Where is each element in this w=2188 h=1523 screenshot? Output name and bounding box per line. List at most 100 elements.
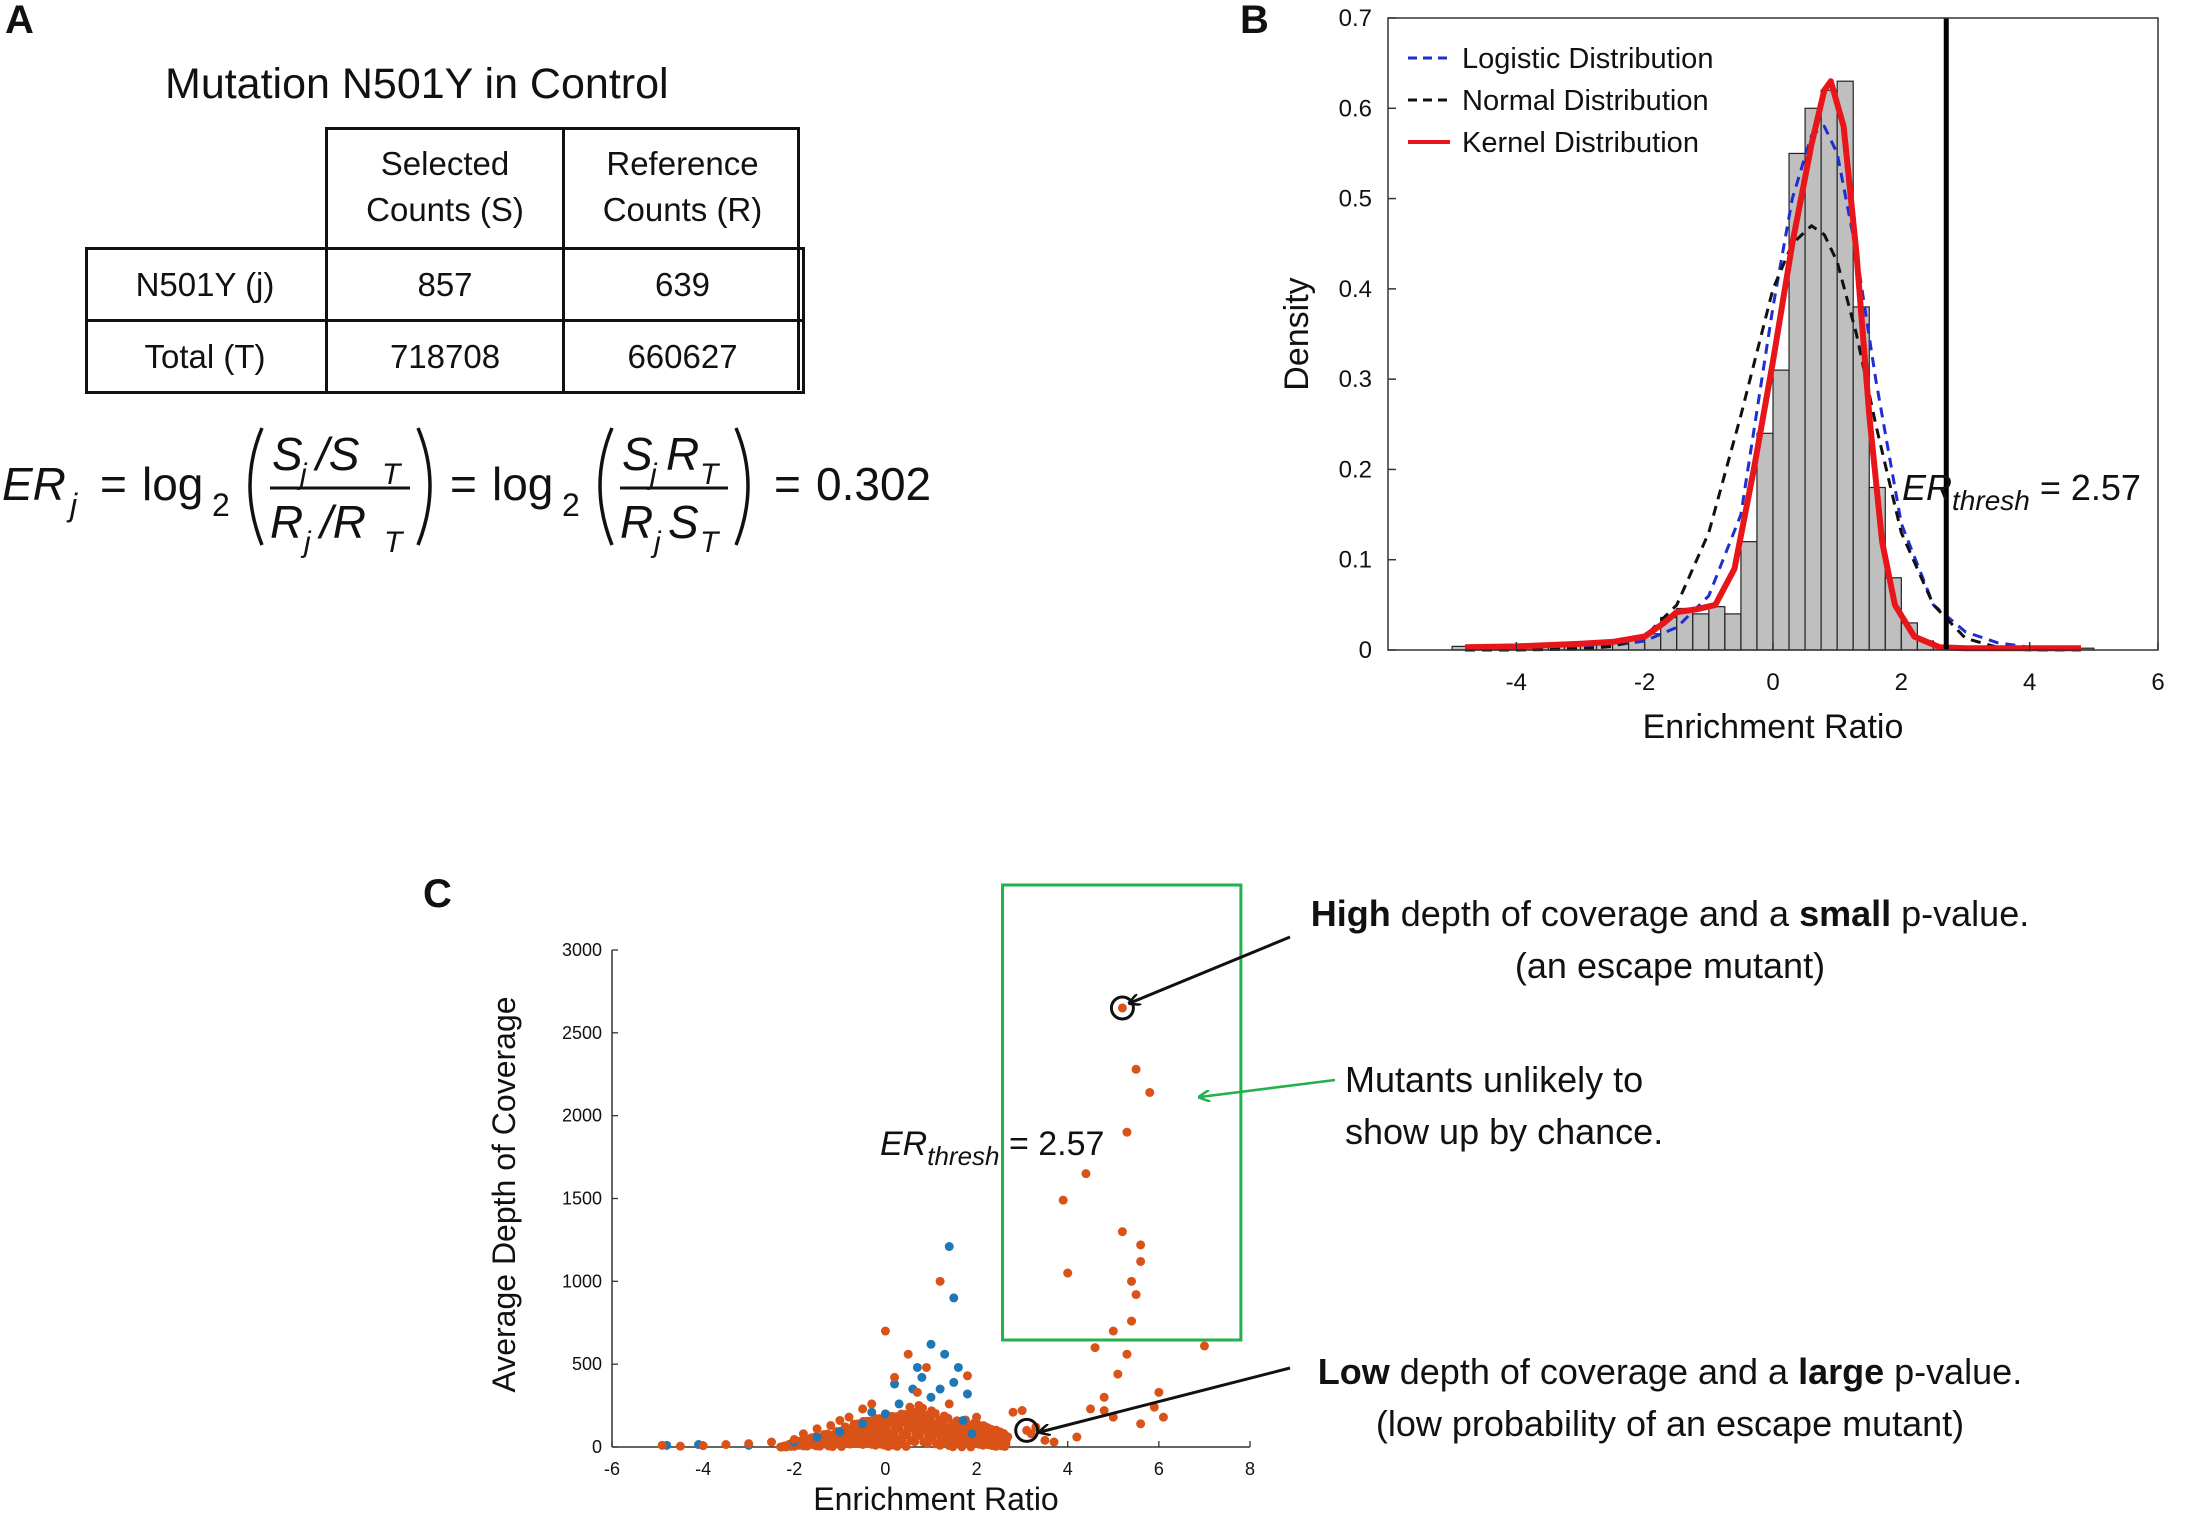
scatter-point-orange: [1040, 1435, 1050, 1445]
x-tick-label-c: 0: [880, 1459, 890, 1479]
y-tick-label-b: 0.1: [1339, 547, 1372, 574]
scatter-point-orange: [935, 1276, 945, 1286]
scatter-point-blue: [917, 1372, 927, 1382]
y-tick-label-c: 1000: [562, 1271, 602, 1291]
scatter-point: [888, 1440, 898, 1450]
scatter-point-orange: [880, 1326, 890, 1336]
density-curve-kernel: [1464, 78, 2081, 652]
scatter-point-blue: [967, 1429, 977, 1439]
scatter-point-orange: [835, 1415, 845, 1425]
y-axis-title-b: Density: [1278, 277, 1316, 390]
scatter-point-orange: [1099, 1406, 1109, 1416]
y-tick-label-c: 500: [572, 1354, 602, 1374]
scatter-point-blue: [953, 1362, 963, 1372]
low-coverage-note: Low depth of coverage and a large p-valu…: [1280, 1346, 2060, 1450]
x-tick-label-c: 6: [1154, 1459, 1164, 1479]
panel-b-label: B: [1240, 0, 1269, 42]
scatter-point-orange: [789, 1435, 799, 1445]
low-note-text2: p-value.: [1884, 1351, 2023, 1392]
cell-total-selected: 718708: [389, 337, 501, 375]
scatter-point-blue: [935, 1384, 945, 1394]
scatter-point-orange: [1127, 1276, 1137, 1286]
scatter-point-orange: [1158, 1412, 1168, 1422]
arrow-low: [1040, 1366, 1291, 1432]
x-tick-label-c: 2: [972, 1459, 982, 1479]
scatter-point-orange: [826, 1420, 836, 1430]
scatter-point-blue: [958, 1415, 968, 1425]
x-tick-label-c: -6: [604, 1459, 620, 1479]
scatter-point-orange: [767, 1437, 776, 1447]
x-tick-label-b: 6: [2151, 669, 2164, 696]
scatter-point-orange: [912, 1387, 922, 1397]
scatter-point-blue: [894, 1399, 904, 1409]
high-note-text2: p-value.: [1891, 893, 2030, 934]
scatter-point: [904, 1414, 914, 1424]
scatter-point: [903, 1422, 913, 1432]
legend-label: Logistic Distribution: [1462, 43, 1713, 75]
low-note-text1: depth of coverage and a: [1389, 1351, 1799, 1392]
svg-text:/S: /S: [313, 428, 360, 480]
svg-text:ER: ER: [2, 458, 66, 510]
scatter-point-orange: [1136, 1240, 1146, 1250]
scatter-point-orange: [1008, 1407, 1018, 1417]
legend-label: Normal Distribution: [1462, 85, 1709, 117]
svg-text:T: T: [700, 526, 721, 559]
row-label-n501y: N501Y (j): [135, 265, 275, 303]
y-tick-label-c: 0: [592, 1437, 602, 1457]
svg-text:S: S: [668, 496, 699, 548]
scatter-point: [863, 1438, 873, 1448]
scatter-point-orange: [698, 1441, 708, 1451]
arrow-mid: [1200, 1078, 1336, 1097]
scatter-point-orange: [1122, 1127, 1132, 1137]
y-tick-label-b: 0.6: [1339, 95, 1372, 122]
svg-text:T: T: [700, 458, 721, 491]
column-header-selected: Selected Counts (S): [366, 145, 524, 228]
svg-text:log: log: [492, 458, 553, 510]
x-tick-label-b: 4: [2023, 669, 2036, 696]
y-tick-label-b: 0.7: [1339, 5, 1372, 32]
svg-text:S: S: [272, 428, 303, 480]
x-tick-label-b: 2: [1895, 669, 1908, 696]
scatter-point-orange: [1081, 1169, 1091, 1179]
scatter-point-blue: [890, 1379, 900, 1389]
scatter-point-orange: [903, 1349, 913, 1359]
mid-note: Mutants unlikely to show up by chance.: [1345, 1054, 1745, 1158]
scatter-point: [937, 1427, 947, 1437]
scatter-point-orange: [1199, 1341, 1209, 1351]
coverage-scatter: -6 -4 -2 0 2 4 6 8 0 500 1000 1500 2000 2500 3000 Enric…: [486, 883, 1255, 1517]
row-label-total: Total (T): [144, 337, 266, 375]
high-coverage-note: High depth of coverage and a small p-val…: [1280, 888, 2060, 992]
scatter-point: [983, 1440, 993, 1450]
scatter-point-orange: [944, 1399, 954, 1409]
scatter-point: [901, 1441, 911, 1451]
scatter-point: [931, 1439, 941, 1449]
scatter-point: [871, 1414, 881, 1424]
svg-text:R: R: [270, 496, 303, 548]
svg-text:/R: /R: [317, 496, 366, 548]
scatter-point-orange: [1131, 1064, 1141, 1074]
high-note-bold-small: small: [1799, 893, 1892, 934]
svg-text:log: log: [142, 458, 203, 510]
scatter-point: [776, 1442, 786, 1452]
scatter-point-blue: [812, 1432, 822, 1442]
scatter-point-orange: [1117, 1227, 1127, 1237]
scatter-point-orange: [798, 1429, 808, 1439]
scatter-point-orange: [1131, 1290, 1141, 1300]
x-axis-title-b: Enrichment Ratio: [1643, 708, 1904, 746]
scatter-point-orange: [858, 1404, 868, 1414]
x-tick-label-b: -2: [1634, 669, 1655, 696]
cell-n501y-selected: 857: [417, 265, 473, 303]
y-tick-label-b: 0.2: [1339, 456, 1372, 483]
scatter-point-orange: [921, 1362, 931, 1372]
scatter-point: [945, 1435, 955, 1445]
scatter-point-orange: [675, 1441, 685, 1451]
density-histogram: -4 -2 0 2 4 6 0 0.1 0.2 0.3 0.4 0.5 0.6 0.7 Enrichment…: [1278, 5, 2165, 746]
mid-note-line2: show up by chance.: [1345, 1111, 1664, 1152]
scatter-point-orange: [1090, 1343, 1100, 1353]
svg-text:=: =: [450, 458, 477, 510]
high-note-bold-high: High: [1310, 893, 1391, 934]
svg-text:R: R: [620, 496, 653, 548]
scatter-point-orange: [1099, 1392, 1109, 1402]
cell-n501y-reference: 639: [654, 265, 711, 303]
scatter-point-orange: [1017, 1406, 1027, 1416]
